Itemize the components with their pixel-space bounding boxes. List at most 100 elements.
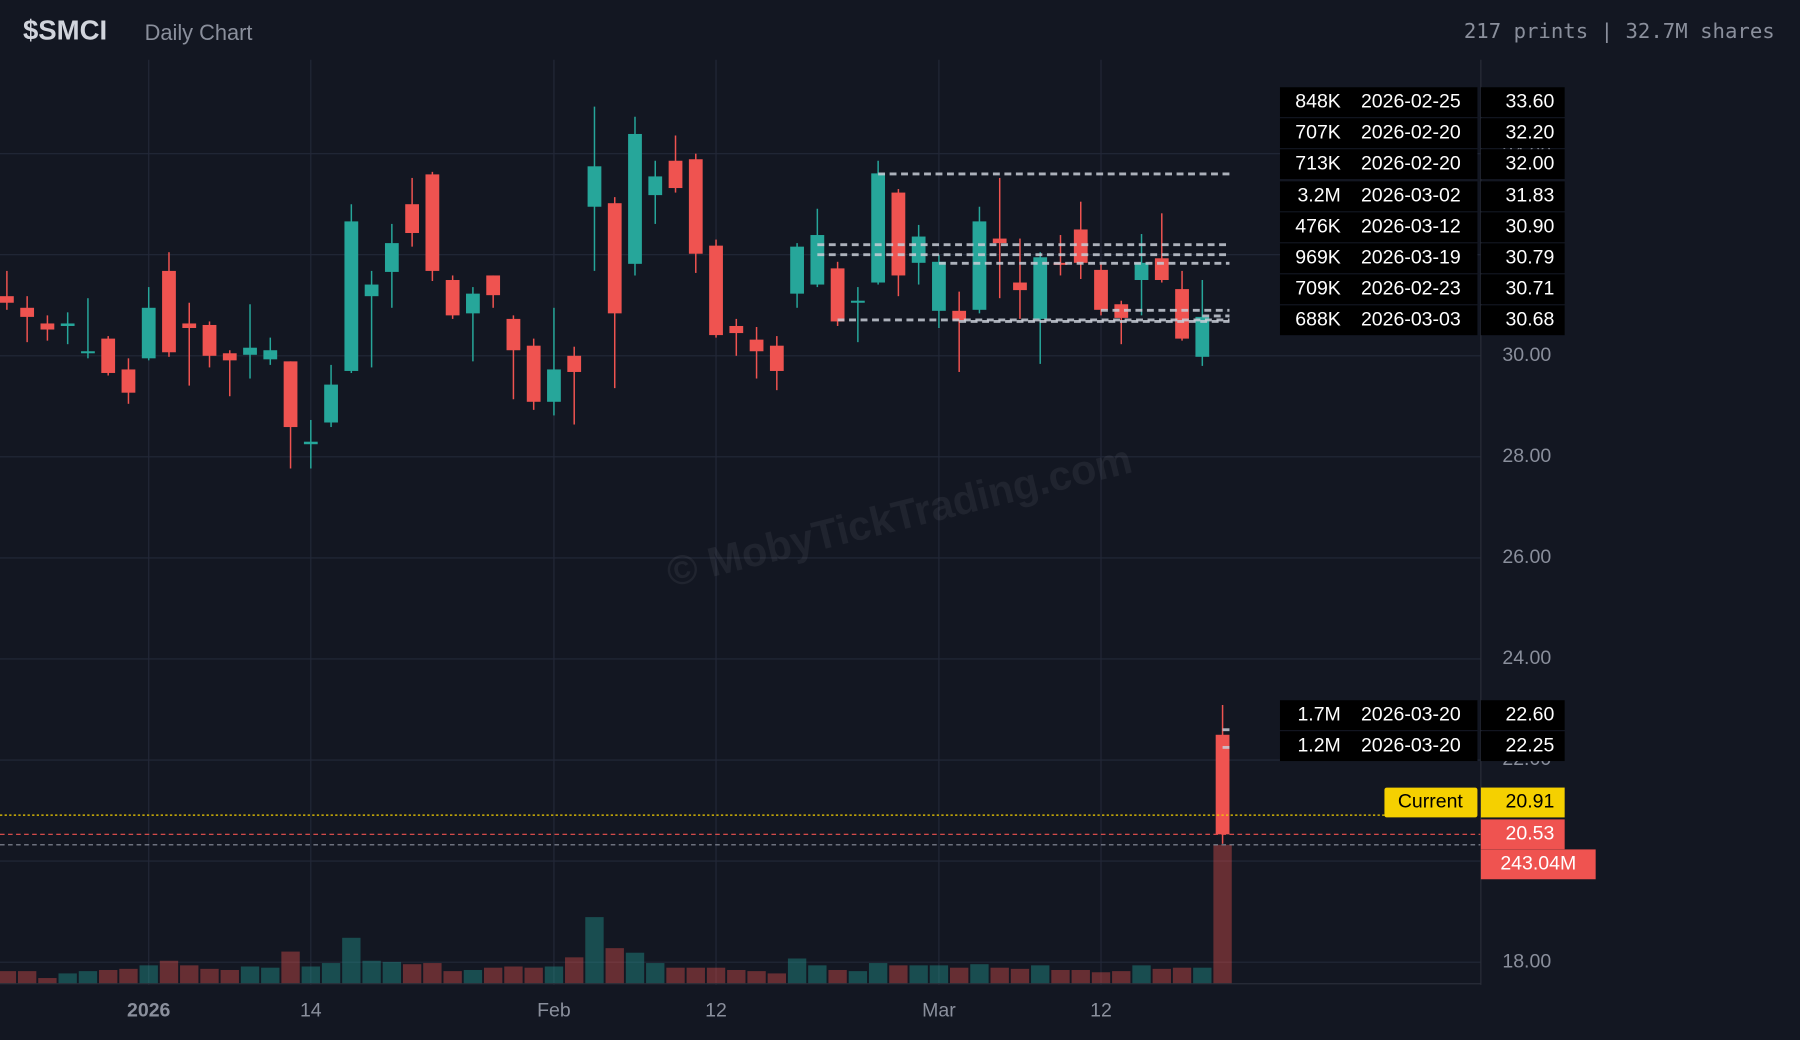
candle-body	[729, 325, 744, 334]
candle-body	[749, 339, 764, 352]
volume-bar	[423, 963, 442, 984]
volume-bar	[17, 971, 37, 984]
last-close-label: 20.53	[1506, 822, 1555, 844]
candle-body	[1073, 229, 1088, 263]
level-label-bg	[1279, 212, 1478, 243]
volume-bar	[483, 967, 503, 984]
level-size: 709K	[1295, 277, 1341, 299]
candle-body	[992, 238, 1007, 244]
level-date: 2026-03-03	[1361, 308, 1461, 330]
volume-bar	[524, 967, 543, 984]
volume-bar	[767, 973, 787, 984]
level-price: 22.60	[1506, 703, 1555, 725]
current-name: Current	[1398, 791, 1464, 813]
candle-body	[364, 284, 379, 297]
candle-body	[1033, 257, 1048, 319]
candle-body	[587, 166, 602, 207]
candle-body	[1195, 316, 1210, 357]
candle-body	[607, 203, 622, 314]
candle-body	[810, 235, 825, 285]
level-date: 2026-02-20	[1361, 152, 1461, 174]
candle-body	[850, 300, 865, 303]
level-price-bg	[1480, 212, 1565, 243]
volume-bar	[747, 971, 766, 984]
volume-bar	[382, 961, 402, 984]
volume-bar	[868, 963, 888, 984]
volume-bar	[1071, 969, 1090, 984]
volume-bar	[159, 960, 179, 984]
volume-bar	[1213, 844, 1232, 984]
level-size: 476K	[1295, 215, 1341, 237]
level-price: 32.20	[1506, 121, 1555, 143]
volume-bar	[585, 917, 604, 984]
volume-bar	[889, 965, 908, 984]
level-price: 33.60	[1506, 90, 1555, 112]
level-price: 30.90	[1506, 215, 1555, 237]
level-price-bg	[1480, 700, 1565, 731]
x-tick-label: 14	[300, 999, 322, 1021]
current-price: 20.91	[1506, 791, 1555, 813]
level-size: 688K	[1295, 308, 1341, 330]
volume-bar	[565, 957, 584, 984]
y-tick-label: 24.00	[1502, 647, 1551, 669]
subtitle: Daily Chart	[145, 20, 253, 45]
level-date: 2026-03-19	[1361, 246, 1461, 268]
candle-body	[688, 159, 703, 254]
last-close-bg	[1480, 819, 1565, 850]
candle-body	[344, 221, 359, 371]
level-price: 30.71	[1506, 277, 1555, 299]
volume-bar	[38, 978, 57, 984]
level-size: 969K	[1295, 246, 1341, 268]
candle-body	[547, 369, 561, 402]
candle-body	[952, 310, 967, 321]
volume-bar	[1051, 969, 1070, 984]
candle-body	[425, 174, 440, 271]
volume-bar	[605, 948, 624, 984]
candle-body	[769, 345, 784, 371]
candle-body	[324, 384, 338, 423]
y-tick-label: 18.00	[1502, 950, 1551, 972]
x-tick-label: 2026	[127, 999, 171, 1021]
candle-body	[628, 133, 642, 264]
candle-body	[972, 221, 987, 310]
volume-bar	[949, 967, 969, 984]
y-tick-label: 30.00	[1502, 344, 1551, 366]
volume-bar	[301, 966, 320, 984]
candle-body	[162, 270, 176, 353]
volume-bar	[1132, 965, 1151, 984]
level-price-bg	[1480, 243, 1565, 274]
level-price-bg	[1480, 274, 1565, 305]
volume-bar	[200, 968, 219, 984]
candle-body	[20, 307, 35, 317]
volume-bar	[666, 967, 685, 984]
candle-body	[466, 293, 480, 314]
candle-body	[263, 350, 278, 360]
volume-bar	[686, 967, 705, 984]
candle-body	[101, 338, 116, 373]
level-label-bg	[1279, 87, 1478, 118]
candle-body	[283, 361, 298, 428]
ticker: $SMCI	[23, 14, 107, 45]
volume-label-bg	[1480, 849, 1596, 880]
candle-body	[709, 245, 723, 336]
volume-bar	[240, 966, 260, 984]
volume-bar	[78, 971, 98, 984]
stats: 217 prints | 32.7M shares	[1464, 19, 1775, 44]
candle-body	[891, 192, 906, 276]
volume-bar	[1010, 968, 1030, 984]
level-size: 1.2M	[1297, 734, 1340, 756]
level-label-bg	[1279, 243, 1478, 274]
level-size: 713K	[1295, 152, 1341, 174]
volume-bar	[970, 964, 989, 984]
candle-body	[384, 243, 399, 272]
volume-bar	[848, 971, 868, 984]
candle-body	[243, 347, 257, 355]
candle-body	[81, 351, 95, 354]
level-date: 2026-02-23	[1361, 277, 1461, 299]
volume-bar	[787, 958, 807, 984]
level-price-bg	[1480, 181, 1565, 212]
level-date: 2026-03-20	[1361, 703, 1461, 725]
volume-bar	[828, 969, 847, 984]
volume-bar	[0, 971, 17, 984]
level-label-bg	[1279, 149, 1478, 180]
